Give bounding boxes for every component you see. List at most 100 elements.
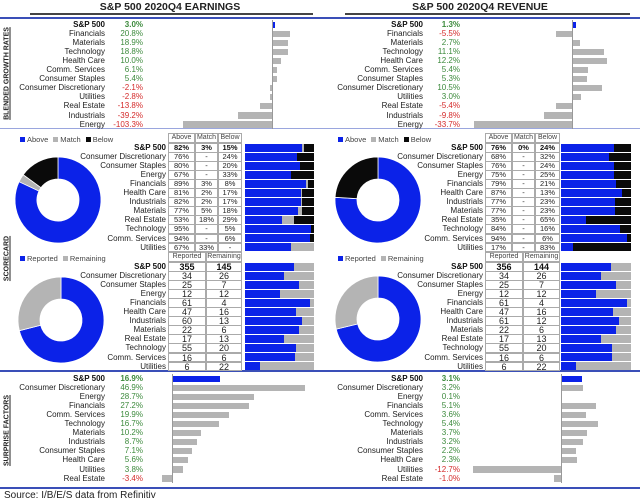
revenue-scorecard-cell: 13% [535,188,560,198]
revenue-scorecard-stacked-bar-segment [561,161,615,170]
earnings-scorecard-row-label: Comm. Services [107,233,166,243]
revenue-reported-cell: 47 [485,307,523,317]
revenue-growth-label: Industrials [386,110,423,120]
revenue-reported-cell: 12 [523,289,560,299]
earnings-scorecard-cell: 77% [168,206,195,216]
earnings-scorecard-stacked-bar-segment [301,197,303,206]
earnings-reported-donut-slice [18,276,105,364]
earnings-scorecard-stacked-bar-segment [245,188,301,197]
revenue-reported-cell: 7 [523,280,560,290]
revenue-surprise-label: Materials [390,428,423,438]
earnings-scorecard-cell: 67% [168,242,195,253]
earnings-scorecard-stacked-bar-segment [301,206,314,215]
revenue-growth-label: Consumer Staples [357,74,423,84]
revenue-scorecard-cell: - [512,233,535,243]
earnings-scorecard-row-label: Health Care [123,188,166,198]
earnings-surprise-bar [172,393,254,401]
revenue-scorecard-cell: 35% [485,215,512,225]
revenue-scorecard-cell: - [512,197,535,207]
revenue-scorecard-stacked-bar-segment [561,224,620,233]
revenue-scorecard-stacked-bar-segment [561,179,617,188]
revenue-scorecard-cell: 76% [485,143,512,153]
revenue-growth-bar [556,30,572,38]
earnings-scorecard-stacked-bar-segment [245,234,310,242]
revenue-reported-donut [334,275,422,363]
revenue-reported-stacked-bar-segment [561,362,576,371]
earnings-reported-cell: 22 [206,361,242,372]
revenue-scorecard-cell: - [512,152,535,162]
revenue-reported-stacked-bar-segment [561,343,613,352]
revenue-scorecard-cell: 17% [485,242,512,253]
earnings-growth-bar [272,48,289,56]
earnings-scorecard-cell: 18% [218,206,242,216]
earnings-scorecard-stacked-bar-segment [245,215,282,224]
revenue-scorecard-legend-item: Match [366,135,399,144]
earnings-reported-cell: 6 [206,325,242,335]
revenue-growth-bar [572,84,603,92]
earnings-reported-legend: Reported Remaining [20,254,106,263]
earnings-scorecard-stacked-bar-segment [297,152,314,161]
revenue-growth-value: 5.3% [441,74,460,84]
earnings-scorecard-header: Below [218,133,242,143]
earnings-reported-cell: 61 [168,298,206,308]
revenue-surprise-value: 3.1% [441,374,460,383]
earnings-growth-label: Consumer Discretionary [19,83,105,93]
earnings-reported-row-label: Real Estate [124,334,166,344]
earnings-scorecard-header: Match [195,133,218,143]
earnings-scorecard-stacked-bar-segment [245,206,299,215]
revenue-reported-cell: 12 [485,289,523,299]
earnings-growth-value: 18.8% [120,47,143,57]
earnings-scorecard-cell: 33% [195,242,218,253]
revenue-scorecard-cell: - [512,242,535,253]
earnings-reported-cell: 60 [168,316,206,326]
revenue-scorecard-stacked-bar-segment [561,152,609,161]
revenue-scorecard-row-label: Comm. Services [424,233,483,243]
earnings-reported-row-label: S&P 500 [134,262,166,271]
earnings-surprise-bar [172,411,229,419]
revenue-surprise-value: 2.3% [441,455,460,465]
revenue-scorecard-cell: - [512,188,535,198]
earnings-surprise-label: Health Care [62,455,105,465]
earnings-scorecard-stacked-bar-segment [245,179,307,188]
revenue-scorecard-legend-item: Above [338,135,366,144]
revenue-growth-value: -33.7% [434,119,460,129]
revenue-surprise-label: Consumer Discretionary [337,383,423,393]
revenue-scorecard-cell: 84% [485,224,512,234]
earnings-scorecard-cell: - [195,170,218,180]
revenue-scorecard-cell: 23% [535,197,560,207]
earnings-scorecard-cell: 67% [168,170,195,180]
revenue-growth-bar [572,48,605,56]
earnings-scorecard-row-label: S&P 500 [134,143,166,152]
earnings-reported-stacked-bar-segment [298,280,314,289]
revenue-growth-label: Technology [382,47,423,57]
revenue-surprise-value: 5.4% [441,419,460,429]
earnings-reported-stacked-bar-segment [245,334,285,343]
earnings-scorecard-cell: 89% [168,179,195,189]
revenue-scorecard-cell: - [512,206,535,216]
revenue-scorecard-stacked-bar-segment [561,234,627,242]
earnings-reported-header: Reported [168,252,206,262]
revenue-surprise-value: 3.6% [441,410,460,420]
earnings-reported-stacked-bar-segment [245,316,302,325]
earnings-surprise-label: Consumer Staples [39,446,105,456]
earnings-scorecard-legend-item: Above [20,135,48,144]
revenue-growth-label: Health Care [380,56,423,66]
revenue-reported-cell: 4 [523,298,560,308]
revenue-reported-row-label: Health Care [440,307,483,317]
revenue-reported-cell: 12 [523,316,560,326]
earnings-surprise-value: 46.9% [120,383,143,393]
earnings-surprise-value: 28.7% [120,392,143,402]
revenue-scorecard-cell: 32% [535,152,560,162]
revenue-scorecard-stacked-bar-segment [614,143,631,152]
revenue-scorecard-stacked-bar-segment [608,152,631,161]
earnings-reported-row-label: Consumer Staples [100,280,166,290]
revenue-scorecard-row-label: Real Estate [441,215,483,225]
earnings-scorecard-stacked-bar-segment [245,161,301,170]
earnings-surprise-value: 10.2% [120,428,143,438]
earnings-scorecard-donut-slice [14,156,102,244]
earnings-scorecard-stacked-bar-segment [302,197,314,206]
earnings-scorecard-cell: 3% [195,143,218,153]
revenue-reported-cell: 61 [485,316,523,326]
earnings-reported-donut-slice [17,276,62,332]
revenue-growth-bar [572,39,580,47]
